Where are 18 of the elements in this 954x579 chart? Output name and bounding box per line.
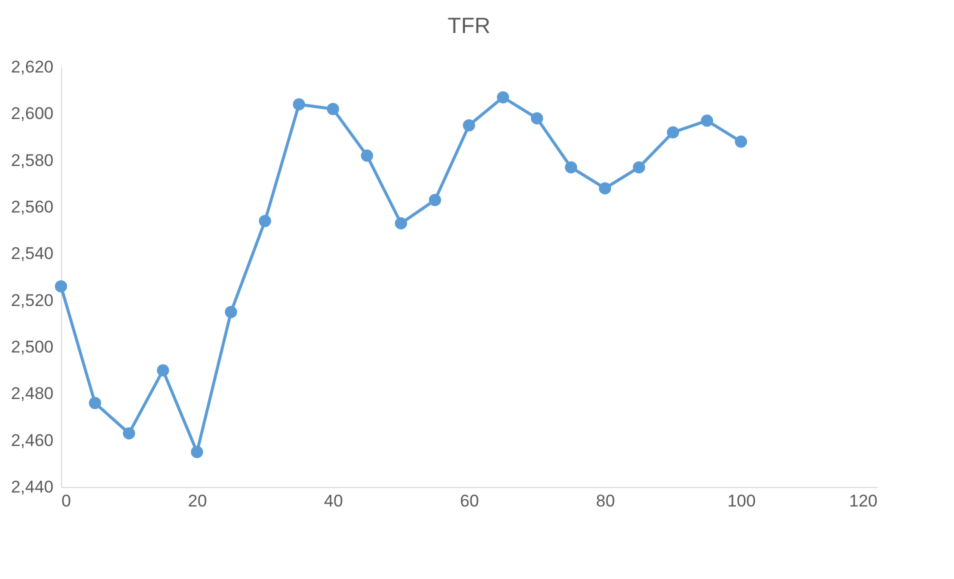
y-tick-label: 2,460 [10, 430, 54, 450]
x-tick-label: 40 [324, 492, 343, 510]
x-tick-label: 0 [62, 492, 71, 510]
y-tick-label: 2,520 [10, 290, 54, 310]
y-tick-label: 2,440 [10, 478, 54, 496]
y-tick-label: 2,580 [10, 150, 54, 170]
y-tick-label: 2,560 [10, 198, 54, 216]
y-tick-label: 2,480 [10, 384, 54, 404]
x-tick-label: 20 [188, 492, 207, 510]
y-tick-label: 2,500 [10, 338, 54, 356]
chart-title: TFR [448, 13, 490, 38]
y-tick-label: 2,600 [10, 104, 54, 124]
y-tick-label: 2,540 [10, 244, 54, 264]
x-tick-label: 60 [460, 492, 479, 510]
x-tick-label: 80 [596, 492, 615, 510]
y-tick-label: 2,620 [10, 58, 54, 76]
x-tick-label: 120 [849, 492, 878, 510]
x-tick-label: 100 [727, 492, 756, 510]
